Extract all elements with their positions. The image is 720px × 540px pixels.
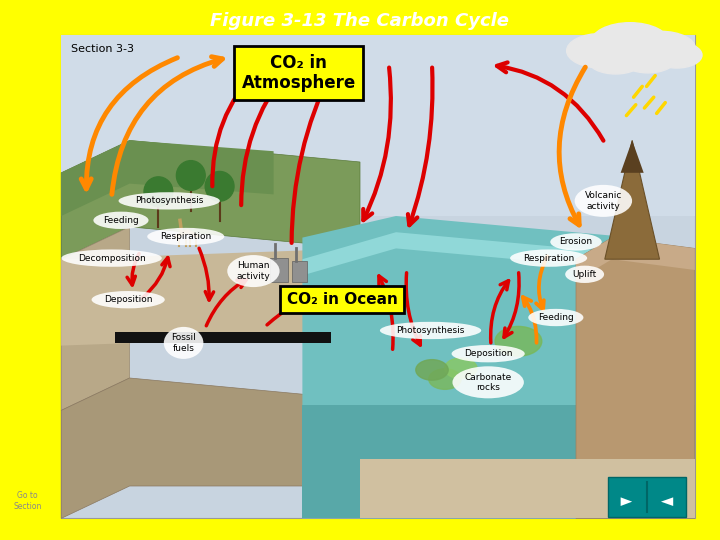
- Text: Respiration: Respiration: [160, 232, 212, 241]
- Ellipse shape: [619, 43, 677, 73]
- Text: Respiration: Respiration: [523, 254, 575, 262]
- FancyBboxPatch shape: [270, 258, 288, 282]
- Polygon shape: [115, 332, 331, 343]
- Polygon shape: [302, 216, 695, 518]
- Polygon shape: [360, 459, 695, 518]
- Ellipse shape: [444, 358, 477, 379]
- Polygon shape: [621, 497, 632, 506]
- Ellipse shape: [495, 326, 541, 356]
- Polygon shape: [61, 140, 274, 216]
- Ellipse shape: [590, 23, 670, 64]
- Text: Section 3-3: Section 3-3: [71, 44, 134, 53]
- Text: Deposition: Deposition: [464, 349, 513, 358]
- FancyBboxPatch shape: [61, 35, 695, 216]
- Ellipse shape: [205, 172, 234, 201]
- Text: CO₂ in Ocean: CO₂ in Ocean: [287, 292, 397, 307]
- Text: Figure 3-13 The Carbon Cycle: Figure 3-13 The Carbon Cycle: [210, 11, 510, 30]
- Text: Deposition: Deposition: [104, 295, 153, 304]
- Polygon shape: [302, 232, 695, 292]
- Ellipse shape: [429, 369, 461, 389]
- Polygon shape: [605, 140, 660, 259]
- Polygon shape: [621, 140, 644, 173]
- Polygon shape: [61, 378, 360, 518]
- Text: Carbonate
rocks: Carbonate rocks: [464, 373, 512, 392]
- Text: Human
activity: Human activity: [237, 261, 270, 281]
- Text: Volcanic
activity: Volcanic activity: [585, 191, 622, 211]
- Text: Erosion: Erosion: [559, 238, 593, 246]
- Text: Photosynthesis: Photosynthesis: [135, 197, 203, 205]
- Polygon shape: [302, 405, 695, 518]
- Ellipse shape: [416, 360, 448, 380]
- FancyBboxPatch shape: [292, 261, 307, 282]
- Polygon shape: [576, 238, 695, 518]
- Polygon shape: [576, 238, 695, 281]
- Text: Uplift: Uplift: [572, 270, 597, 279]
- Polygon shape: [61, 227, 130, 410]
- FancyBboxPatch shape: [61, 35, 695, 518]
- FancyBboxPatch shape: [608, 477, 686, 517]
- Ellipse shape: [144, 177, 173, 206]
- Text: Decomposition: Decomposition: [78, 254, 145, 262]
- Ellipse shape: [588, 47, 643, 74]
- Text: Go to
Section: Go to Section: [13, 491, 42, 511]
- Ellipse shape: [652, 42, 702, 68]
- Text: Feeding: Feeding: [103, 216, 139, 225]
- Text: Feeding: Feeding: [538, 313, 574, 322]
- Text: CO₂ in
Atmosphere: CO₂ in Atmosphere: [242, 53, 356, 92]
- Ellipse shape: [567, 33, 636, 68]
- Ellipse shape: [626, 31, 696, 66]
- Polygon shape: [661, 497, 673, 506]
- Text: Photosynthesis: Photosynthesis: [397, 326, 464, 335]
- Polygon shape: [61, 140, 360, 259]
- Text: Fossil
fuels: Fossil fuels: [171, 333, 196, 353]
- Polygon shape: [61, 248, 360, 346]
- Ellipse shape: [176, 160, 205, 191]
